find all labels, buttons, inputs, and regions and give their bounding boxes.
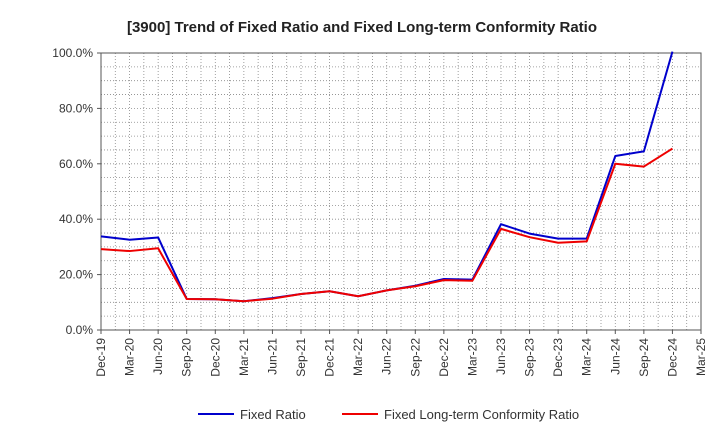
x-tick-label: Mar-20 [123, 338, 137, 376]
axes [100, 52, 702, 331]
x-tick-label: Jun-23 [494, 338, 508, 375]
y-axis-ticks: 0.0% 20.0% 40.0% 60.0% 80.0% 100.0% [52, 46, 101, 337]
x-tick-label: Dec-21 [323, 338, 337, 377]
plot-frame [100, 52, 702, 331]
y-tick-label: 60.0% [59, 157, 93, 171]
x-tick-label: Dec-19 [94, 338, 108, 377]
legend-label-1: Fixed Ratio [240, 407, 306, 422]
x-tick-label: Sep-24 [637, 338, 651, 377]
y-tick-label: 40.0% [59, 212, 93, 226]
legend: Fixed Ratio Fixed Long-term Conformity Ra… [198, 407, 579, 422]
x-tick-label: Jun-20 [151, 338, 165, 375]
x-tick-label: Sep-23 [523, 338, 537, 377]
y-tick-label: 100.0% [52, 46, 93, 60]
x-tick-label: Jun-24 [608, 338, 622, 375]
x-tick-label: Dec-24 [665, 338, 679, 377]
x-tick-label: Dec-23 [551, 338, 565, 377]
y-tick-label: 20.0% [59, 268, 93, 282]
x-tick-label: Mar-22 [351, 338, 365, 376]
x-tick-label: Jun-21 [265, 338, 279, 375]
x-tick-label: Sep-21 [294, 338, 308, 377]
x-tick-label: Mar-23 [465, 338, 479, 376]
y-tick-label: 80.0% [59, 101, 93, 115]
x-axis-ticks: Dec-19 Mar-20 Jun-20 Sep-20 Dec-20 Mar-21 Jun-… [94, 330, 708, 377]
x-tick-label: Dec-22 [437, 338, 451, 377]
x-tick-label: Sep-20 [180, 338, 194, 377]
x-tick-label: Jun-22 [380, 338, 394, 375]
legend-label-2: Fixed Long-term Conformity Ratio [384, 407, 579, 422]
x-tick-label: Dec-20 [208, 338, 222, 377]
y-tick-label: 0.0% [66, 323, 94, 337]
x-tick-label: Mar-21 [237, 338, 251, 376]
chart-title: [3900] Trend of Fixed Ratio and Fixed Lo… [127, 19, 597, 36]
series-line-2 [100, 147, 673, 303]
x-tick-label: Mar-25 [694, 338, 708, 376]
series [100, 51, 674, 303]
x-tick-label: Mar-24 [580, 338, 594, 376]
grid [101, 52, 701, 330]
x-tick-label: Sep-22 [408, 338, 422, 377]
